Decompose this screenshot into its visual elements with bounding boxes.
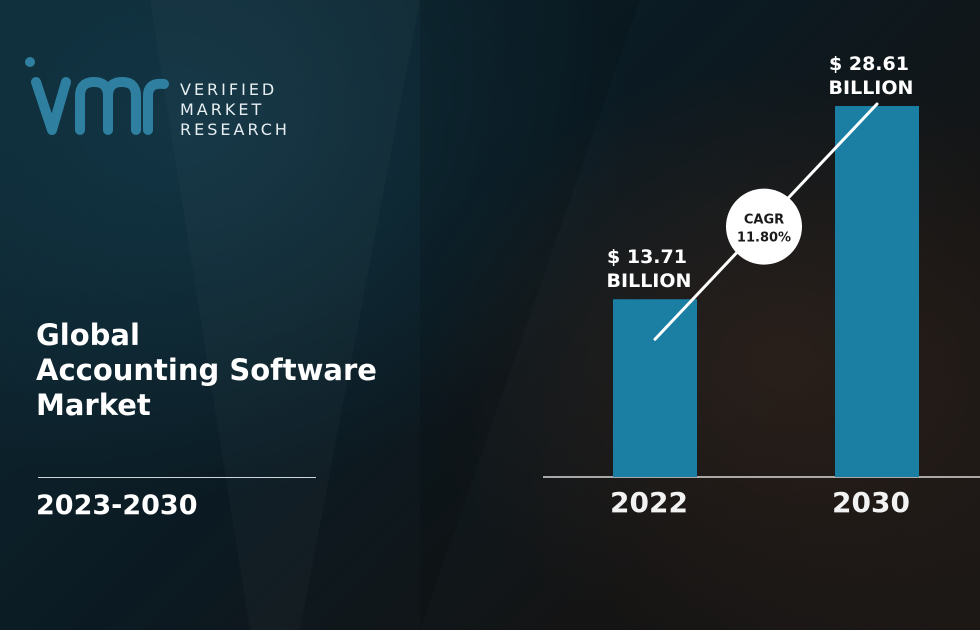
brand-line-3: RESEARCH xyxy=(180,120,290,139)
x-tick-label-2022: 2022 xyxy=(610,486,688,519)
title-line-3: Market xyxy=(36,388,151,422)
cagr-label: CAGR xyxy=(744,213,784,228)
bar-unit-label-2022: BILLION xyxy=(607,270,692,292)
x-tick-label-2030: 2030 xyxy=(832,486,910,519)
bar-unit-label-2030: BILLION xyxy=(829,77,914,99)
brand-logo: VERIFIED MARKET RESEARCH xyxy=(22,52,322,142)
bar-2030 xyxy=(835,106,919,477)
bar-value-label-2022: $ 13.71 xyxy=(607,246,687,268)
brand-line-2: MARKET xyxy=(180,100,265,119)
bar-2022 xyxy=(613,299,697,477)
brand-line-1: VERIFIED xyxy=(180,80,278,99)
cagr-value: 11.80% xyxy=(737,231,791,246)
bar-value-label-2030: $ 28.61 xyxy=(829,53,909,75)
vmr-logo-icon xyxy=(25,57,169,135)
page-title: Global Accounting Software Market xyxy=(36,318,456,423)
brand-name: VERIFIED MARKET RESEARCH xyxy=(180,80,290,140)
forecast-period: 2023-2030 xyxy=(36,490,198,521)
title-divider xyxy=(38,477,316,478)
title-line-1: Global xyxy=(36,318,140,352)
title-line-2: Accounting Software xyxy=(36,353,377,387)
cagr-bubble xyxy=(726,188,802,265)
